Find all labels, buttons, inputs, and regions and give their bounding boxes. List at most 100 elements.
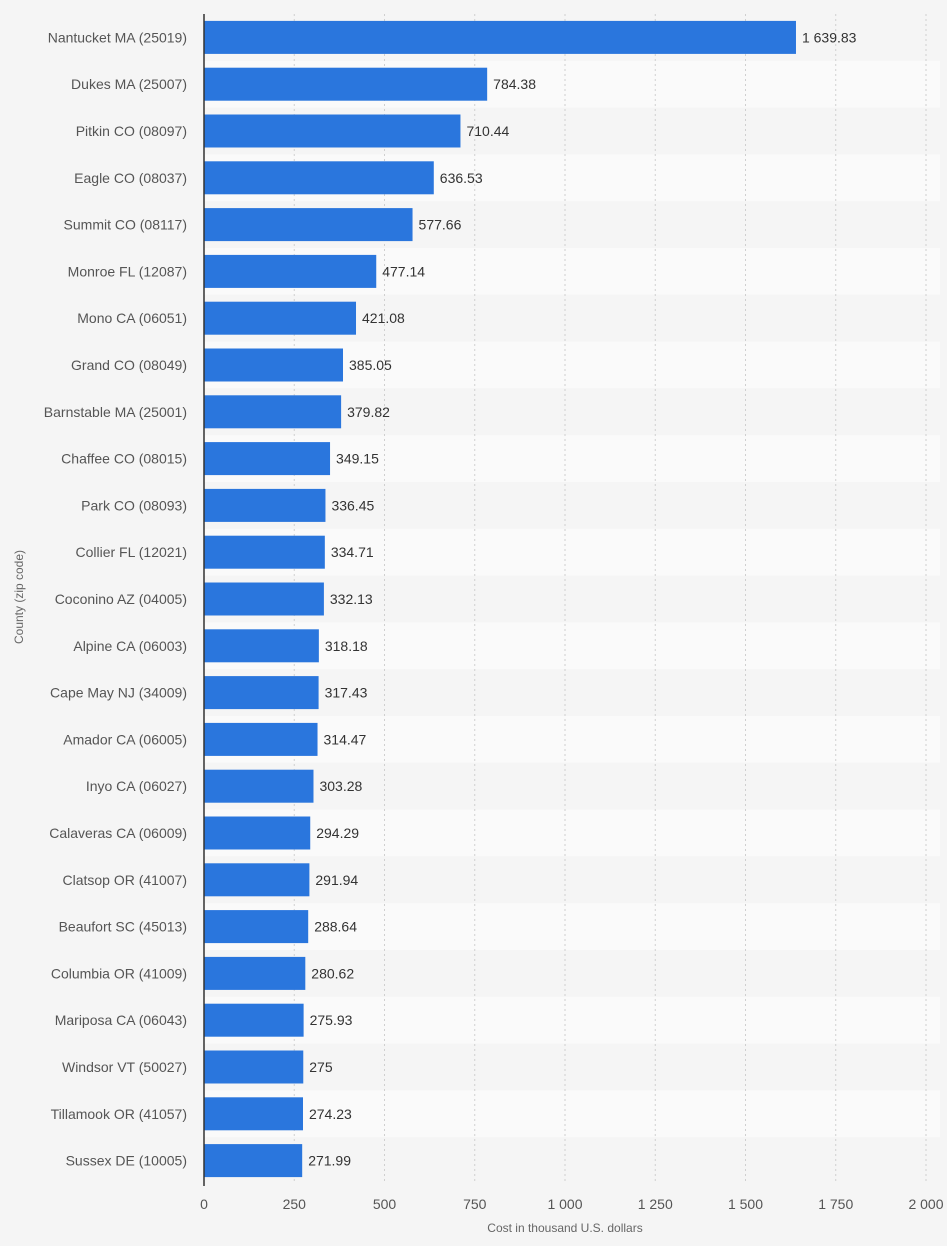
value-label: 314.47 bbox=[324, 731, 367, 747]
category-label: Grand CO (08049) bbox=[71, 357, 187, 373]
bar bbox=[204, 956, 306, 990]
bar bbox=[204, 488, 326, 522]
category-label: Nantucket MA (25019) bbox=[48, 29, 187, 45]
value-label: 280.62 bbox=[311, 965, 354, 981]
bar bbox=[204, 20, 796, 54]
value-label: 421.08 bbox=[362, 310, 405, 326]
bar bbox=[204, 67, 488, 101]
value-label: 477.14 bbox=[382, 263, 425, 279]
x-tick-label: 250 bbox=[283, 1196, 307, 1212]
category-label: Mono CA (06051) bbox=[77, 310, 187, 326]
value-label: 317.43 bbox=[325, 685, 368, 701]
value-label: 288.64 bbox=[314, 919, 357, 935]
category-label: Mariposa CA (06043) bbox=[55, 1012, 187, 1028]
bar bbox=[204, 208, 413, 242]
value-labels: 1 639.83 784.38 710.44 636.53 577.66 477.14 42… bbox=[308, 29, 857, 1168]
value-label: 294.29 bbox=[316, 825, 359, 841]
value-label: 385.05 bbox=[349, 357, 392, 373]
bar bbox=[204, 676, 319, 710]
bar bbox=[204, 161, 434, 195]
bar bbox=[204, 910, 309, 944]
x-tick-label: 2 000 bbox=[908, 1196, 943, 1212]
value-label: 577.66 bbox=[419, 217, 462, 233]
row-band bbox=[204, 1137, 940, 1184]
row-band bbox=[204, 1043, 940, 1091]
bar bbox=[204, 395, 342, 429]
row-band bbox=[204, 669, 940, 716]
value-label: 349.15 bbox=[336, 451, 379, 467]
category-label: Eagle CO (08037) bbox=[74, 170, 187, 186]
row-band bbox=[204, 856, 940, 904]
x-tick-label: 750 bbox=[463, 1196, 487, 1212]
bar bbox=[204, 816, 311, 850]
bar bbox=[204, 301, 357, 335]
x-tick-label: 1 250 bbox=[638, 1196, 673, 1212]
bar bbox=[204, 722, 318, 756]
x-axis-title: Cost in thousand U.S. dollars bbox=[487, 1221, 642, 1235]
category-labels: Nantucket MA (25019) Dukes MA (25007) Pitk… bbox=[44, 29, 187, 1168]
row-band bbox=[204, 809, 940, 857]
x-tick-label: 1 500 bbox=[728, 1196, 763, 1212]
value-label: 271.99 bbox=[308, 1153, 351, 1169]
bar bbox=[204, 1003, 304, 1037]
row-band bbox=[204, 622, 940, 670]
bar bbox=[204, 442, 331, 476]
value-label: 334.71 bbox=[331, 544, 374, 560]
category-label: Summit CO (08117) bbox=[64, 217, 187, 233]
row-band bbox=[204, 950, 940, 997]
row-band bbox=[204, 1090, 940, 1138]
value-label: 275 bbox=[309, 1059, 333, 1075]
x-tick-label: 0 bbox=[200, 1196, 208, 1212]
bar bbox=[204, 114, 461, 148]
row-band bbox=[204, 528, 940, 576]
category-label: Columbia OR (41009) bbox=[51, 965, 187, 981]
category-label: Clatsop OR (41007) bbox=[62, 872, 187, 888]
value-label: 332.13 bbox=[330, 591, 373, 607]
category-label: Sussex DE (10005) bbox=[66, 1153, 187, 1169]
bar bbox=[204, 629, 319, 663]
gridlines bbox=[293, 14, 927, 1184]
category-label: Windsor VT (50027) bbox=[62, 1059, 187, 1075]
x-tick-label: 1 000 bbox=[547, 1196, 582, 1212]
bar bbox=[204, 535, 325, 569]
bar bbox=[204, 1050, 304, 1084]
bar bbox=[204, 1097, 303, 1131]
bar bbox=[204, 863, 310, 897]
category-label: Beaufort SC (45013) bbox=[59, 919, 187, 935]
value-label: 379.82 bbox=[347, 404, 390, 420]
value-label: 336.45 bbox=[331, 497, 374, 513]
category-label: Calaveras CA (06009) bbox=[49, 825, 187, 841]
row-band bbox=[204, 996, 940, 1044]
bar bbox=[204, 254, 377, 288]
value-label: 1 639.83 bbox=[802, 29, 857, 45]
x-tick-label: 1 750 bbox=[818, 1196, 853, 1212]
row-band bbox=[204, 482, 940, 529]
x-tick-label: 500 bbox=[373, 1196, 397, 1212]
bar bbox=[204, 348, 344, 382]
row-band bbox=[204, 762, 940, 810]
bars bbox=[204, 20, 796, 1178]
category-label: Coconino AZ (04005) bbox=[55, 591, 187, 607]
bar bbox=[204, 1144, 303, 1178]
category-label: Barnstable MA (25001) bbox=[44, 404, 187, 420]
category-label: Chaffee CO (08015) bbox=[61, 451, 187, 467]
value-label: 318.18 bbox=[325, 638, 368, 654]
value-label: 303.28 bbox=[319, 778, 362, 794]
bar bbox=[204, 769, 314, 803]
bar bbox=[204, 582, 324, 616]
value-label: 784.38 bbox=[493, 76, 536, 92]
value-label: 274.23 bbox=[309, 1106, 352, 1122]
category-label: Inyo CA (06027) bbox=[86, 778, 187, 794]
category-label: Collier FL (12021) bbox=[75, 544, 187, 560]
value-label: 636.53 bbox=[440, 170, 483, 186]
value-label: 275.93 bbox=[310, 1012, 353, 1028]
category-label: Dukes MA (25007) bbox=[71, 76, 187, 92]
value-label: 710.44 bbox=[466, 123, 509, 139]
row-band bbox=[204, 716, 940, 763]
y-axis-title: County (zip code) bbox=[12, 550, 26, 644]
category-label: Monroe FL (12087) bbox=[68, 263, 187, 279]
category-label: Pitkin CO (08097) bbox=[76, 123, 187, 139]
category-label: Tillamook OR (41057) bbox=[51, 1106, 187, 1122]
category-label: Park CO (08093) bbox=[81, 497, 187, 513]
